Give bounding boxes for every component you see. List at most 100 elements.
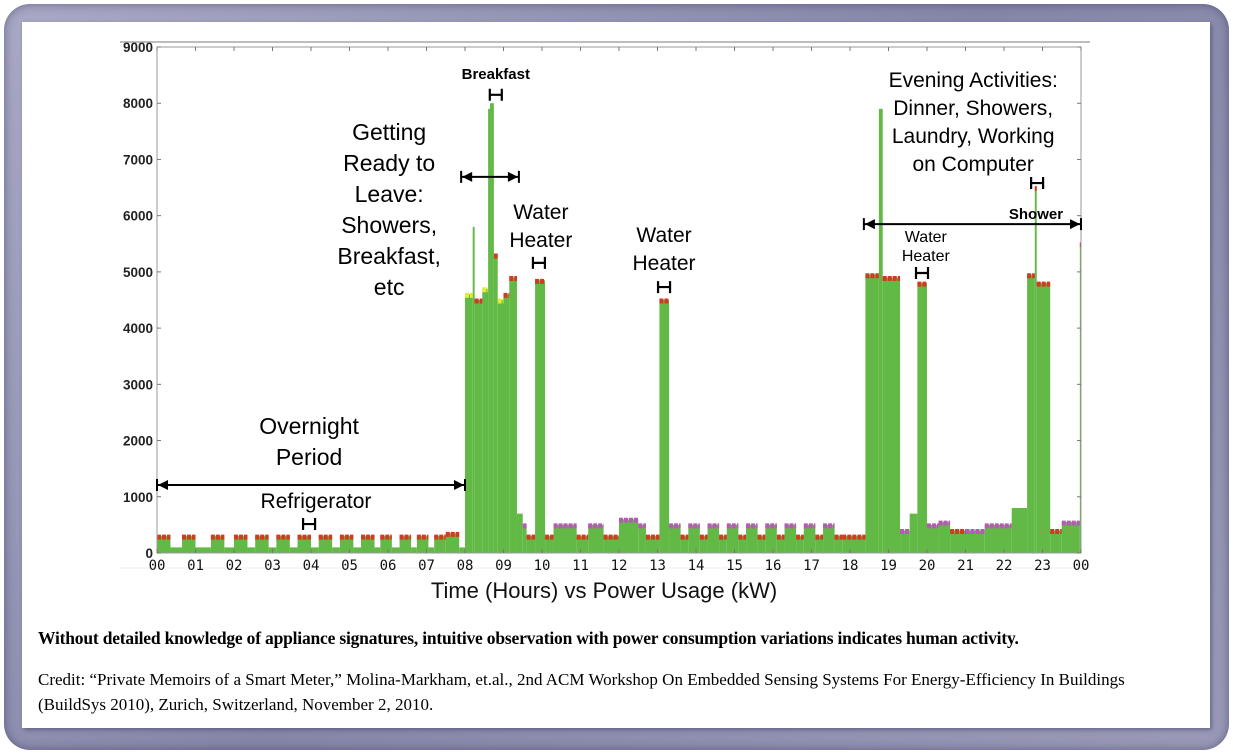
arrow-head-right <box>454 479 464 490</box>
arrow-head-right <box>507 171 518 182</box>
x-tick-label: 17 <box>803 558 820 574</box>
power-bar <box>234 536 248 553</box>
power-bar <box>224 547 234 553</box>
power-bar <box>803 524 816 553</box>
annotation-label: Overnight <box>259 413 359 439</box>
x-tick-label: 20 <box>919 558 936 574</box>
power-bar <box>834 536 843 553</box>
power-bar <box>917 283 927 553</box>
x-axis-label: Time (Hours) vs Power Usage (kW) <box>431 578 777 603</box>
power-bar <box>1079 243 1082 553</box>
x-tick-label: 18 <box>842 558 859 574</box>
power-bar <box>339 536 354 553</box>
power-bar <box>553 524 577 553</box>
power-bar <box>210 536 225 553</box>
power-bar <box>619 519 639 553</box>
annotation-label: Getting <box>352 119 426 145</box>
power-bar <box>170 547 183 553</box>
annotation-label: Period <box>276 444 342 470</box>
power-bar <box>746 524 758 553</box>
power-bar <box>757 536 766 553</box>
power-bar <box>738 536 747 553</box>
x-tick-label: 09 <box>495 558 512 574</box>
x-tick-label: 12 <box>611 558 628 574</box>
interval-marker-icon <box>488 88 503 101</box>
caption-credit: Credit: “Private Memoirs of a Smart Mete… <box>38 670 1125 714</box>
event-markers <box>301 88 1045 531</box>
power-bar <box>776 536 785 553</box>
power-bar <box>247 547 256 553</box>
power-bar <box>434 536 446 553</box>
power-bar <box>276 536 290 553</box>
power-bar <box>445 533 460 553</box>
x-tick-label: 06 <box>380 558 397 574</box>
power-bar <box>297 536 311 553</box>
annotations: Breakfast Getting Ready to Leave: Showers, Br… <box>259 66 1063 513</box>
axes <box>156 46 1082 554</box>
annotation-label: etc <box>374 274 405 300</box>
power-bar <box>516 513 523 553</box>
x-tick-label: 11 <box>572 558 589 574</box>
x-tick-label: 15 <box>726 558 743 574</box>
power-series <box>157 103 1082 554</box>
x-tick-label: 21 <box>957 558 974 574</box>
power-bar <box>909 513 918 553</box>
power-bar <box>416 536 429 553</box>
overnight-period-arrow <box>156 478 466 491</box>
power-bar <box>399 536 412 553</box>
power-bar <box>669 524 681 553</box>
power-bar <box>882 277 901 553</box>
annotation-label: Breakfast <box>462 66 530 83</box>
power-bar <box>576 536 589 553</box>
power-bar <box>796 536 804 553</box>
x-tick-label: 01 <box>187 558 204 574</box>
interval-marker-icon <box>301 518 317 531</box>
power-bar <box>391 547 400 553</box>
power-bar <box>493 255 498 553</box>
power-bar <box>535 280 546 553</box>
power-bar <box>638 524 646 553</box>
power-bar <box>490 103 494 553</box>
caption-summary: Without detailed knowledge of appliance … <box>38 628 1019 648</box>
power-bar <box>503 294 510 553</box>
x-tick-label: 16 <box>765 558 782 574</box>
power-bar <box>318 536 333 553</box>
x-tick-label: 08 <box>457 558 474 574</box>
arrow-head-left <box>864 219 875 230</box>
y-tick-label: 9000 <box>123 40 153 55</box>
annotation-label: Evening Activities: <box>889 69 1058 92</box>
annotation-label: Heater <box>902 248 951 265</box>
power-bar <box>545 536 554 553</box>
annotation-label: Water <box>905 229 948 246</box>
annotation-label: Ready to <box>343 150 435 176</box>
annotation-label: Leave: <box>355 181 424 207</box>
power-bar <box>659 300 670 553</box>
power-bar <box>719 536 727 553</box>
interval-marker-icon <box>1030 177 1045 190</box>
plot-border <box>156 46 1082 554</box>
annotation-label: on Computer <box>912 153 1033 176</box>
power-bar <box>374 547 381 553</box>
y-tick-label: 8000 <box>123 96 153 111</box>
power-bar <box>865 274 879 553</box>
x-tick-label: 10 <box>534 558 551 574</box>
power-bar <box>255 536 269 553</box>
power-bar <box>474 300 483 553</box>
annotation-label: Dinner, Showers, <box>893 97 1053 120</box>
power-bar <box>823 524 835 553</box>
power-bar <box>332 547 340 553</box>
x-axis-ticks: 00 01 02 03 04 05 06 07 08 09 10 11 12 13 14 15 16 17 18 19… <box>149 47 1090 574</box>
x-tick-label: 00 <box>1073 558 1090 574</box>
x-tick-label: 05 <box>341 558 358 574</box>
power-bar <box>526 536 536 553</box>
power-bar <box>428 547 435 553</box>
evening-activities-arrow <box>862 218 1082 231</box>
power-bar <box>182 536 196 553</box>
power-bar <box>380 536 392 553</box>
power-bar <box>1034 187 1037 554</box>
power-bar <box>1061 522 1080 553</box>
annotation-label: Refrigerator <box>261 490 372 513</box>
y-tick-label: 2000 <box>123 434 153 449</box>
power-bar <box>950 530 966 553</box>
power-bar <box>900 530 910 553</box>
